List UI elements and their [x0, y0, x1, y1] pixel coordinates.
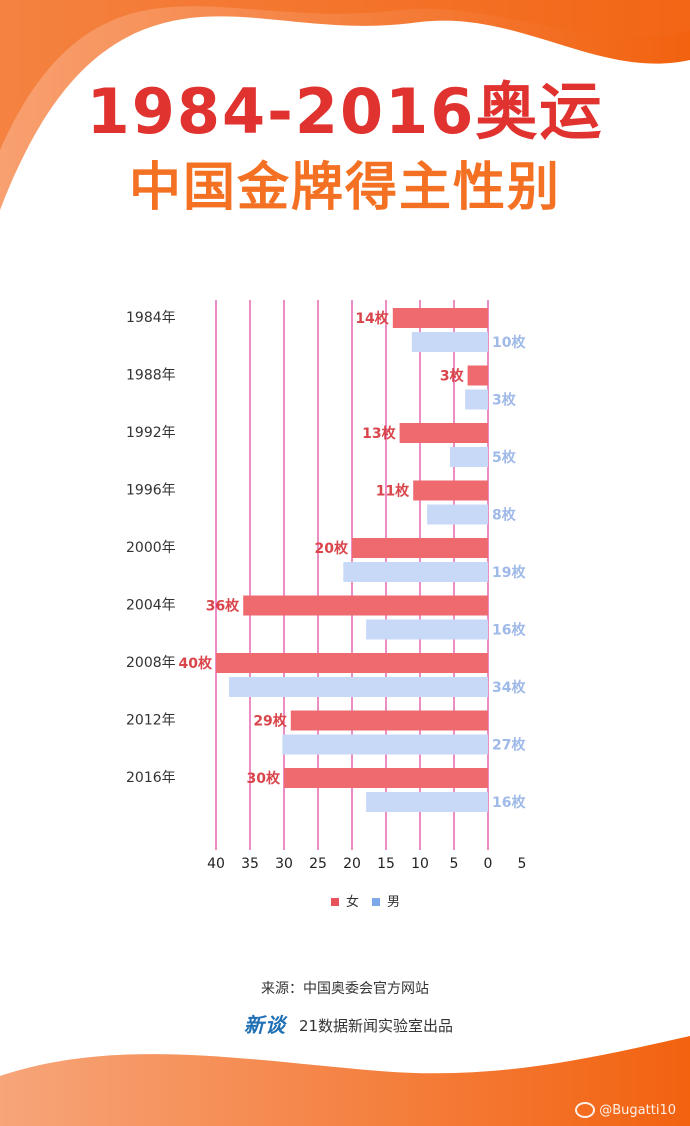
value-label-female: 20枚	[315, 540, 349, 557]
bar-male	[282, 734, 488, 755]
category-labels: 1984年 1988年 1992年 1996年 2000年 2004年 2008年 2012年…	[126, 310, 176, 786]
chart-title-line-1: 1984-2016奥运	[86, 75, 604, 148]
bar-male	[229, 677, 488, 697]
category-label: 1988年	[126, 368, 176, 384]
bar-male	[366, 619, 488, 640]
x-tick-label: 30	[275, 856, 293, 872]
category-label: 1984年	[126, 310, 176, 326]
value-label-male: 10枚	[492, 334, 526, 351]
value-label-female: 3枚	[440, 368, 465, 385]
x-tick-label: 15	[377, 856, 395, 872]
bar-male	[343, 562, 488, 582]
bar-male	[427, 504, 488, 525]
bar-female	[399, 423, 488, 443]
medal-gender-bar-chart: 1984年 1988年 1992年 1996年 2000年 2004年 2008年 2012年…	[126, 300, 527, 910]
category-label: 2000年	[126, 540, 176, 556]
category-label: 2012年	[126, 713, 176, 729]
category-label: 2004年	[126, 598, 176, 614]
bar-male	[465, 389, 488, 410]
weibo-icon	[575, 1102, 596, 1118]
bar-female	[243, 595, 488, 616]
watermark-text: @Bugatti10	[599, 1102, 676, 1118]
value-label-male: 34枚	[492, 679, 526, 696]
value-label-male: 16枚	[492, 794, 526, 811]
legend-female-label: 女	[346, 894, 359, 910]
x-tick-label: 0	[484, 856, 493, 872]
bar-female	[413, 480, 488, 501]
bar-male	[449, 447, 488, 467]
x-axis-ticks: 40 35 30 25 20 15 10 5 0 5	[207, 856, 526, 872]
watermark: @Bugatti10	[575, 1102, 676, 1118]
credit-line: 新谈 21数据新闻实验室出品	[0, 1012, 690, 1038]
value-label-female: 40枚	[179, 655, 213, 672]
value-label-female: 29枚	[253, 713, 287, 730]
bar-male	[411, 332, 488, 352]
bar-female	[467, 365, 488, 386]
bar-female	[284, 768, 488, 788]
category-label: 2008年	[126, 655, 176, 671]
value-label-male: 3枚	[492, 392, 517, 409]
x-tick-label: 10	[411, 856, 429, 872]
value-labels: 14枚 10枚 3枚 3枚 13枚 5枚 11枚 8枚 20枚 19枚 36枚 16枚 40枚 34枚 29…	[179, 310, 527, 811]
value-label-female: 30枚	[247, 770, 281, 787]
legend-female-swatch	[331, 898, 339, 906]
category-label: 1992年	[126, 425, 176, 441]
bar-female	[216, 653, 488, 673]
x-tick-label: 5	[450, 856, 459, 872]
category-label: 2016年	[126, 770, 176, 786]
bars	[216, 308, 488, 812]
x-tick-label: 25	[309, 856, 327, 872]
bar-female	[290, 710, 488, 731]
bar-female	[392, 308, 488, 328]
value-label-female: 14枚	[355, 310, 389, 327]
x-tick-label: 35	[241, 856, 259, 872]
value-label-female: 36枚	[206, 598, 240, 615]
bar-male	[366, 792, 488, 812]
x-tick-label: 5	[518, 856, 527, 872]
x-tick-label: 20	[343, 856, 361, 872]
data-source-note: 来源：中国奥委会官方网站	[261, 981, 429, 997]
x-tick-label: 40	[207, 856, 225, 872]
value-label-male: 27枚	[492, 737, 526, 754]
credit-text: 21数据新闻实验室出品	[298, 1016, 454, 1035]
value-label-female: 13枚	[362, 425, 396, 442]
brand-logo-icon: 新谈	[243, 1013, 286, 1037]
value-label-female: 11枚	[376, 483, 410, 500]
legend: 女 男	[331, 894, 400, 910]
legend-male-swatch	[372, 898, 380, 906]
value-label-male: 16枚	[492, 622, 526, 639]
category-label: 1996年	[126, 483, 176, 499]
value-label-male: 5枚	[492, 449, 517, 466]
chart-title-line-2: 中国金牌得主性别	[128, 158, 561, 218]
legend-male-label: 男	[387, 895, 400, 910]
bar-female	[352, 538, 488, 558]
value-label-male: 8枚	[492, 507, 517, 524]
value-label-male: 19枚	[492, 564, 526, 581]
